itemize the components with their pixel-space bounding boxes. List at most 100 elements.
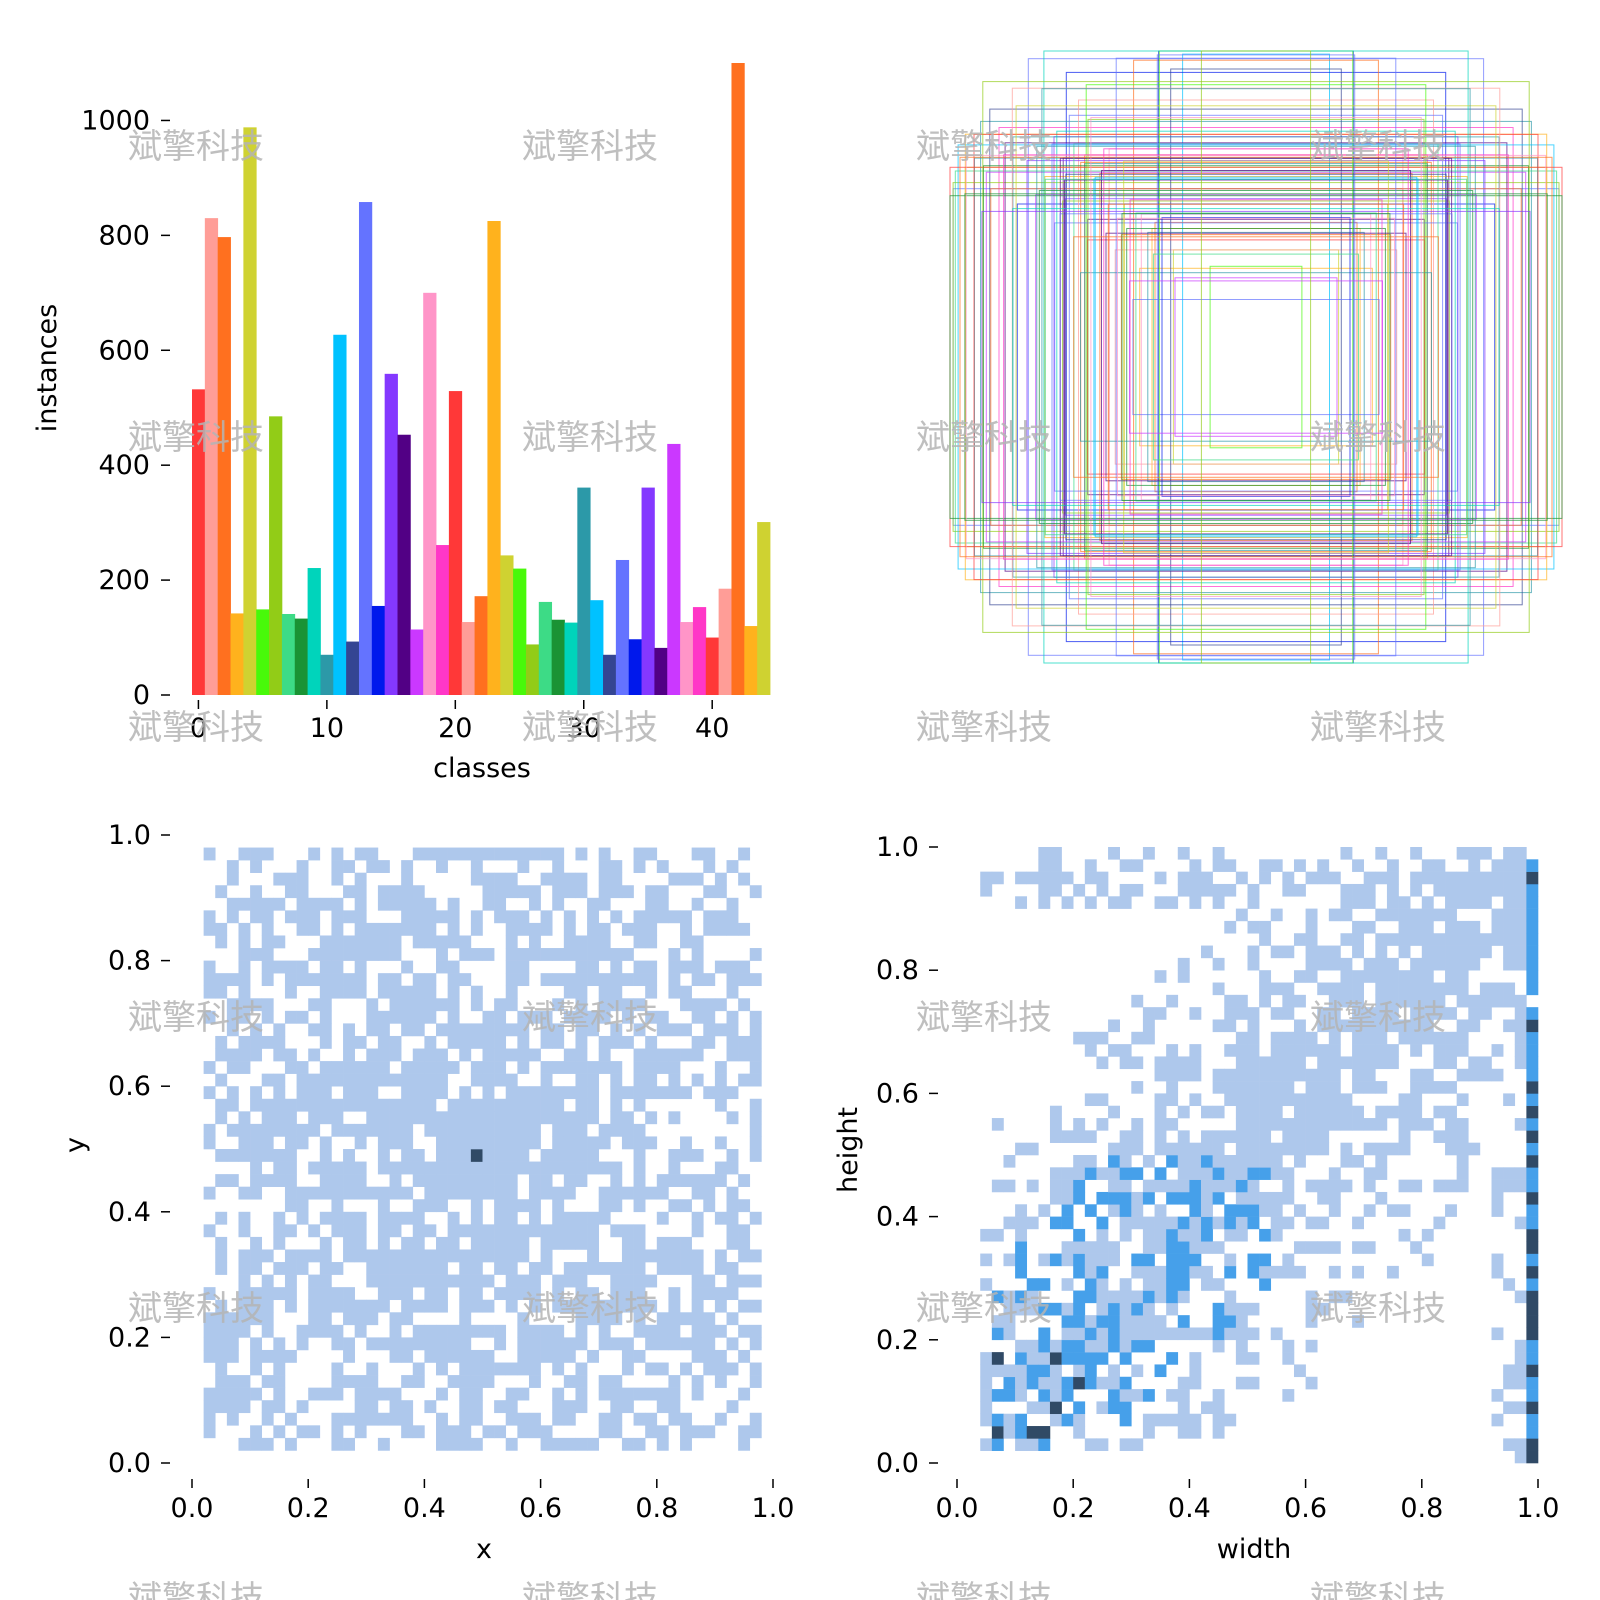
heatmap-cell [668, 1400, 681, 1414]
heatmap-cell [1526, 859, 1539, 872]
heatmap-cell [238, 1249, 251, 1263]
heatmap-cell [1177, 1179, 1190, 1193]
heatmap-cell [680, 935, 692, 949]
heatmap-cell [598, 1061, 611, 1074]
heatmap-cell [528, 1086, 541, 1100]
heatmap-cell [1119, 1438, 1132, 1451]
bar [256, 609, 270, 695]
label-box [1174, 277, 1338, 437]
heatmap-cell [412, 1262, 425, 1275]
heatmap-cell [749, 1412, 762, 1426]
heatmap-cell [505, 935, 518, 949]
heatmap-cell [354, 948, 367, 961]
heatmap-cell [366, 847, 379, 861]
heatmap-cell [1456, 1155, 1469, 1168]
heatmap-cell [563, 1400, 576, 1414]
heatmap-cell [1003, 1426, 1016, 1439]
heatmap-cell [401, 1337, 414, 1351]
heatmap-cell [1305, 1315, 1318, 1328]
heatmap-cell [575, 1086, 588, 1100]
heatmap-cell [610, 998, 623, 1012]
label-box [1121, 213, 1391, 501]
heatmap-cell [1026, 1179, 1039, 1193]
heatmap-cell [1061, 1315, 1074, 1328]
heatmap-cell [459, 1425, 472, 1439]
heatmap-cell [1061, 1389, 1074, 1402]
heatmap-cell [1352, 994, 1364, 1008]
heatmap-cell [343, 1073, 355, 1087]
heatmap-cell [401, 1249, 414, 1263]
heatmap-cell [215, 1149, 228, 1162]
heatmap-cell [354, 1412, 367, 1426]
heatmap-cell [505, 1111, 518, 1125]
heatmap-cell [447, 1010, 460, 1024]
heatmap-cell [1526, 1007, 1539, 1020]
heatmap-cell [691, 973, 704, 987]
heatmap-cell [1305, 1118, 1318, 1131]
heatmap-cell [1317, 1007, 1330, 1020]
heatmap-cell [1433, 1007, 1446, 1020]
x-axis-title: x [476, 1534, 492, 1565]
heatmap-cell [1410, 933, 1423, 946]
heatmap-cell [1142, 1327, 1155, 1341]
heatmap-cell [505, 872, 518, 886]
heatmap-cell [459, 1400, 472, 1414]
watermark-text: 斌擎科技 [1310, 998, 1446, 1038]
heatmap-cell [1177, 1327, 1190, 1341]
heatmap-cell [528, 1337, 541, 1351]
heatmap-cell [459, 1035, 472, 1049]
heatmap-cell [528, 847, 541, 861]
heatmap-cell [1212, 1339, 1225, 1353]
heatmap-cell [261, 897, 274, 911]
heatmap-cell [1479, 994, 1492, 1008]
heatmap-cell [668, 960, 681, 974]
heatmap-cell [1421, 982, 1434, 996]
heatmap-cell [563, 1236, 576, 1250]
heatmap-cell [459, 1098, 472, 1112]
heatmap-cell [319, 960, 332, 974]
heatmap-cell [1154, 1167, 1167, 1180]
heatmap-cell [1328, 1290, 1341, 1304]
heatmap-cell [1119, 1327, 1132, 1341]
heatmap-cell [563, 910, 576, 924]
heatmap-cell [389, 897, 402, 911]
heatmap-cell [354, 1236, 367, 1250]
heatmap-cell [517, 1274, 530, 1288]
heatmap-cell [1131, 1204, 1144, 1217]
heatmap-cell [377, 1274, 390, 1288]
heatmap-cell [1177, 1167, 1190, 1180]
heatmap-cell [1526, 896, 1539, 909]
heatmap-cell [563, 885, 576, 899]
heatmap-cell [1259, 920, 1272, 934]
heatmap-cell [459, 1387, 472, 1401]
heatmap-cell [587, 1287, 599, 1301]
heatmap-cell [1131, 1191, 1144, 1205]
heatmap-cell [1142, 1228, 1155, 1242]
heatmap-cell [1015, 1438, 1028, 1451]
heatmap-cell [1352, 970, 1364, 983]
heatmap-cell [1433, 1056, 1446, 1070]
y-tick-label: 0.2 [108, 1322, 151, 1353]
heatmap-cell [494, 1136, 507, 1150]
heatmap-cell [1166, 1228, 1179, 1242]
heatmap-cell [1177, 1155, 1190, 1168]
heatmap-cell [226, 1324, 239, 1338]
heatmap-cell [738, 1324, 751, 1338]
heatmap-cell [1247, 1191, 1260, 1205]
heatmap-cell [1119, 1167, 1132, 1180]
heatmap-cell [459, 1149, 472, 1162]
heatmap-cell [296, 1211, 309, 1225]
heatmap-cell [1305, 1068, 1318, 1082]
heatmap-cell [482, 1161, 495, 1175]
heatmap-cell [203, 1337, 216, 1351]
heatmap-cell [552, 1387, 565, 1401]
heatmap-cell [668, 1337, 681, 1351]
heatmap-cell [991, 1290, 1004, 1304]
heatmap-cell [1154, 1315, 1167, 1328]
heatmap-cell [1456, 1118, 1469, 1131]
bar [294, 618, 308, 695]
heatmap-cell [1084, 1364, 1097, 1378]
heatmap-cell [1445, 1031, 1457, 1045]
heatmap-cell [1270, 1204, 1283, 1217]
heatmap-cell [226, 1337, 239, 1351]
